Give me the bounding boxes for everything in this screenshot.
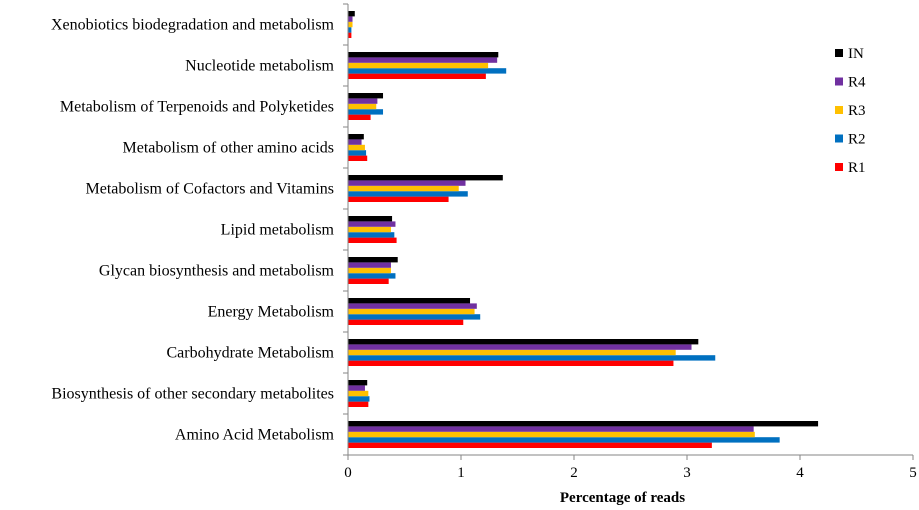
bar-in-4 xyxy=(348,257,398,263)
bar-r4-6 xyxy=(348,180,466,186)
bar-in-2 xyxy=(348,339,699,345)
bar-r1-10 xyxy=(348,32,352,38)
bar-r1-4 xyxy=(348,278,389,284)
bar-in-6 xyxy=(348,175,503,181)
category-label: Lipid metabolism xyxy=(221,222,335,239)
legend-swatch-r1 xyxy=(835,163,843,171)
category-label: Metabolism of other amino acids xyxy=(122,140,334,157)
bar-in-0 xyxy=(348,421,819,427)
bar-r2-1 xyxy=(348,396,370,402)
bar-r3-7 xyxy=(348,144,365,151)
bar-r3-2 xyxy=(348,349,676,356)
bar-r1-1 xyxy=(348,401,369,407)
bar-r4-2 xyxy=(348,344,692,350)
x-tick-label: 0 xyxy=(344,465,352,481)
bars-group xyxy=(348,11,819,448)
bar-r2-6 xyxy=(348,191,468,197)
bar-r1-3 xyxy=(348,319,464,325)
x-axis-title: Percentage of reads xyxy=(560,490,685,506)
category-label: Xenobiotics biodegradation and metabolis… xyxy=(51,17,335,34)
bar-in-8 xyxy=(348,93,384,99)
bar-r1-8 xyxy=(348,114,371,120)
bar-r2-9 xyxy=(348,68,507,74)
bar-r3-6 xyxy=(348,185,459,192)
bar-r4-1 xyxy=(348,385,365,391)
bar-r3-8 xyxy=(348,103,377,110)
bar-r4-8 xyxy=(348,98,378,104)
bar-r1-7 xyxy=(348,155,368,161)
legend-label-r3: R3 xyxy=(848,103,866,119)
bar-r3-0 xyxy=(348,431,755,438)
category-label: Energy Metabolism xyxy=(208,304,335,321)
legend-swatch-r2 xyxy=(835,134,843,143)
category-label: Glycan biosynthesis and metabolism xyxy=(99,263,335,280)
category-label: Metabolism of Cofactors and Vitamins xyxy=(86,181,334,198)
bar-r1-2 xyxy=(348,360,674,366)
legend-label-in: IN xyxy=(848,46,864,62)
bar-in-1 xyxy=(348,380,368,386)
legend-swatch-in xyxy=(835,49,843,57)
category-label: Biosynthesis of other secondary metaboli… xyxy=(51,386,334,403)
legend-label-r2: R2 xyxy=(848,132,866,148)
legend-label-r4: R4 xyxy=(848,75,866,91)
bar-r4-0 xyxy=(348,426,754,432)
x-tick-label: 1 xyxy=(457,465,465,481)
bar-r2-10 xyxy=(348,27,352,33)
bar-r4-9 xyxy=(348,57,498,63)
legend-label-r1: R1 xyxy=(848,160,866,176)
bar-r2-2 xyxy=(348,355,716,361)
bar-r2-5 xyxy=(348,232,395,238)
bar-r3-10 xyxy=(348,21,353,28)
category-label: Amino Acid Metabolism xyxy=(175,427,335,444)
bar-r2-3 xyxy=(348,314,481,320)
bar-r1-9 xyxy=(348,73,486,79)
bar-r4-4 xyxy=(348,262,391,268)
bar-in-10 xyxy=(348,11,355,17)
bar-r3-5 xyxy=(348,226,391,233)
x-tick-label: 2 xyxy=(570,465,578,481)
x-tick-label: 4 xyxy=(796,465,804,481)
bar-in-9 xyxy=(348,52,499,58)
category-label: Metabolism of Terpenoids and Polyketides xyxy=(60,99,334,116)
legend-swatch-r3 xyxy=(835,106,843,114)
legend-swatch-r4 xyxy=(835,77,843,86)
bar-r3-9 xyxy=(348,62,489,69)
bar-r1-0 xyxy=(348,442,712,448)
bar-r3-4 xyxy=(348,267,391,274)
bar-r2-7 xyxy=(348,150,367,156)
x-tick-label: 5 xyxy=(909,465,917,481)
bar-r4-5 xyxy=(348,221,396,227)
category-label: Carbohydrate Metabolism xyxy=(166,345,334,362)
bar-r2-8 xyxy=(348,109,384,115)
bar-in-3 xyxy=(348,298,471,304)
bar-r2-0 xyxy=(348,437,780,443)
legend: IN R4 R3 R2 R1 xyxy=(835,46,866,176)
bar-r4-10 xyxy=(348,16,353,22)
bar-r1-6 xyxy=(348,196,449,202)
bar-in-7 xyxy=(348,134,364,140)
bar-r3-3 xyxy=(348,308,475,315)
category-label: Nucleotide metabolism xyxy=(185,58,334,75)
bar-r2-4 xyxy=(348,273,396,279)
bar-in-5 xyxy=(348,216,393,222)
bar-r4-7 xyxy=(348,139,362,145)
x-tick-label: 3 xyxy=(683,465,691,481)
bar-r4-3 xyxy=(348,303,477,309)
bar-r3-1 xyxy=(348,390,369,397)
bar-r1-5 xyxy=(348,237,397,243)
